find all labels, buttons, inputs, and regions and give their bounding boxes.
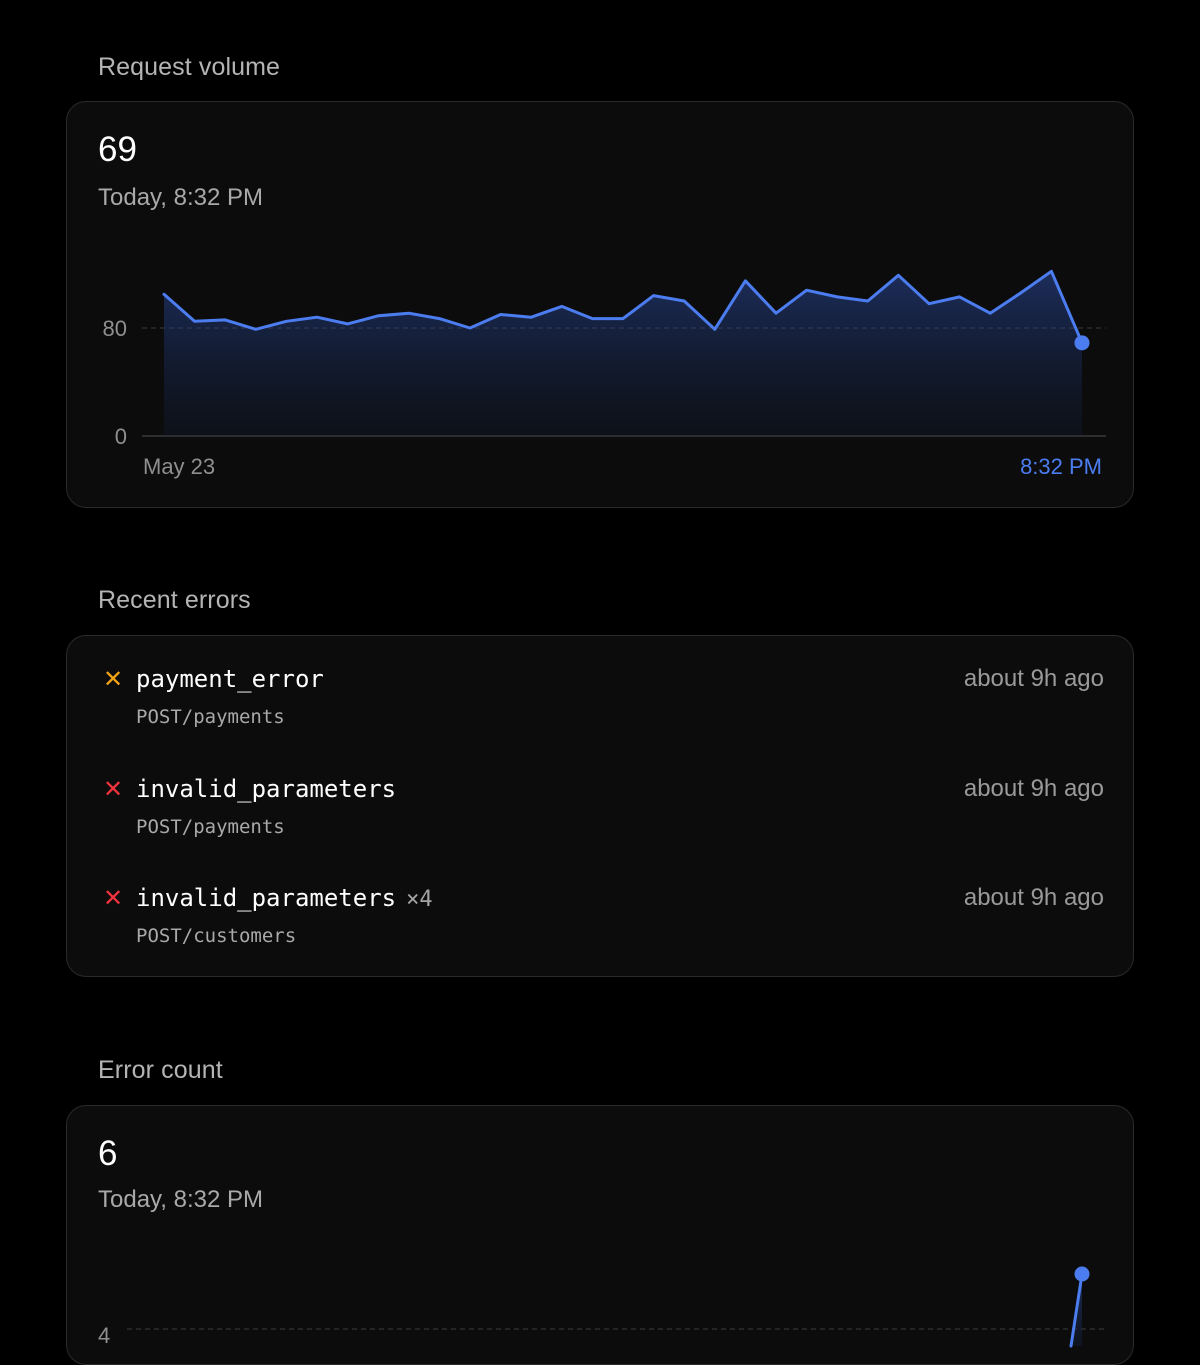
error-name-text: invalid_parameters xyxy=(136,775,397,803)
x-axis-start-label: May 23 xyxy=(143,454,216,479)
request-volume-timestamp: Today, 8:32 PM xyxy=(98,184,263,211)
error-count-chart[interactable]: 4 xyxy=(67,1106,1134,1365)
error-name-text: payment_error xyxy=(136,665,324,693)
series-area-fill xyxy=(164,271,1082,436)
error-list-item[interactable]: ✕ invalid_parameters ×4 POST/customers about… xyxy=(67,883,1133,976)
error-count-value: 6 xyxy=(98,1134,118,1173)
error-list-item[interactable]: ✕ invalid_parameters POST/payments about 9h… xyxy=(67,774,1133,874)
error-endpoint: POST/payments xyxy=(136,816,285,838)
request-volume-chart[interactable]: 80 0 xyxy=(67,102,1134,508)
request-volume-card[interactable]: 69 Today, 8:32 PM 80 0 May 23 8:32 PM xyxy=(66,101,1134,508)
request-volume-title: Request volume xyxy=(98,53,281,81)
warning-x-icon: ✕ xyxy=(103,665,124,693)
error-list-item[interactable]: ✕ payment_error POST/payments about 9h ago xyxy=(67,664,1133,764)
y-tick-label: 0 xyxy=(115,424,127,449)
error-name: payment_error xyxy=(136,664,324,694)
last-point-marker xyxy=(1074,335,1090,351)
error-timestamp: about 9h ago xyxy=(963,775,1104,802)
last-point-marker xyxy=(1074,1266,1090,1282)
y-tick-label: 80 xyxy=(103,316,127,341)
recent-errors-title: Recent errors xyxy=(98,586,251,614)
error-x-icon: ✕ xyxy=(103,884,124,912)
recent-errors-card: ✕ payment_error POST/payments about 9h ago ✕… xyxy=(66,635,1134,977)
x-axis-end-label: 8:32 PM xyxy=(1020,454,1102,479)
error-timestamp: about 9h ago xyxy=(963,665,1104,692)
error-count-card[interactable]: 6 Today, 8:32 PM 4 xyxy=(66,1105,1134,1365)
error-x-icon: ✕ xyxy=(103,775,124,803)
error-repeat-count: ×4 xyxy=(406,887,433,912)
error-name: invalid_parameters ×4 xyxy=(136,883,433,915)
error-timestamp: about 9h ago xyxy=(963,884,1104,911)
series-line xyxy=(162,269,1084,345)
error-name-text: invalid_parameters xyxy=(136,884,397,912)
y-tick-label: 4 xyxy=(98,1323,110,1348)
error-count-title: Error count xyxy=(98,1056,223,1084)
error-endpoint: POST/customers xyxy=(136,925,297,947)
error-count-timestamp: Today, 8:32 PM xyxy=(98,1186,263,1213)
error-name: invalid_parameters xyxy=(136,774,396,804)
request-volume-value: 69 xyxy=(98,130,137,169)
error-endpoint: POST/payments xyxy=(136,706,285,728)
